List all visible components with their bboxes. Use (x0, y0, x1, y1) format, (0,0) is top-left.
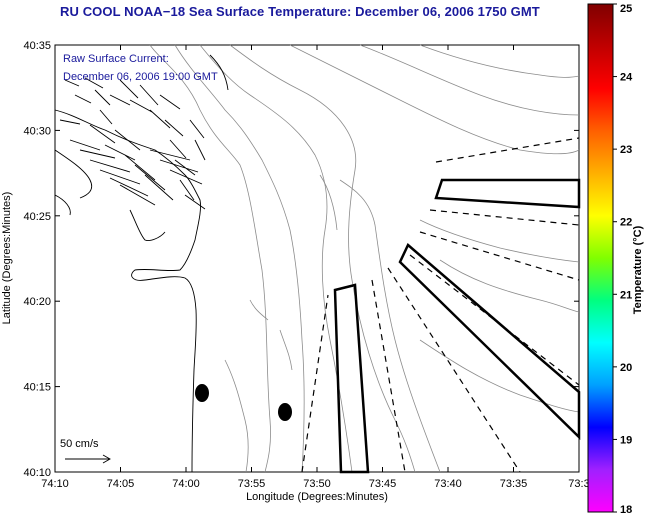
station-marker (195, 384, 209, 402)
y-tick-label: 40:35 (23, 40, 51, 52)
x-tick-label: 73:40 (434, 478, 462, 490)
y-tick-label: 40:25 (23, 211, 51, 223)
current-vectors (59, 77, 206, 210)
x-tick-label: 74:05 (107, 478, 135, 490)
colorbar (587, 3, 614, 513)
y-tick-label: 40:30 (23, 125, 51, 137)
colorbar-tick-label: 25 (620, 3, 632, 15)
station-markers (195, 384, 292, 421)
dashed-transects (301, 137, 580, 473)
x-axis-label: Longitude (Degrees:Minutes) (246, 491, 388, 503)
x-tick-label: 73:3 (568, 478, 589, 490)
x-tick-label: 73:55 (238, 478, 266, 490)
x-tick-label: 73:35 (500, 478, 528, 490)
y-axis: 40:35 40:30 40:25 40:20 40:15 40:10 (23, 40, 579, 479)
scale-label: 50 cm/s (60, 438, 99, 450)
colorbar-tick-label: 19 (620, 434, 632, 446)
x-tick-label: 73:45 (369, 478, 397, 490)
x-axis: 74:10 74:05 74:00 73:55 73:50 73:45 73:40 73:35… (41, 45, 590, 490)
x-tick-label: 73:50 (303, 478, 331, 490)
colorbar-tick-label: 24 (620, 72, 633, 84)
y-tick-label: 40:15 (23, 382, 51, 394)
x-tick-label: 74:00 (172, 478, 200, 490)
y-tick-label: 40:20 (23, 296, 51, 308)
y-tick-label: 40:10 (23, 467, 51, 479)
colorbar-ticks: 25 24 23 22 21 20 19 18 (613, 3, 633, 516)
survey-boxes (333, 178, 581, 474)
colorbar-label: Temperature (°C) (632, 225, 644, 314)
scale-reference: 50 cm/s (60, 438, 111, 464)
colorbar-tick-label: 22 (620, 217, 632, 229)
x-tick-label: 74:10 (41, 478, 69, 490)
annotation-line1: Raw Surface Current: (63, 53, 169, 65)
colorbar-tick-label: 20 (620, 362, 632, 374)
map-title: RU COOL NOAA−18 Sea Surface Temperature:… (60, 4, 540, 19)
box-south (333, 283, 370, 474)
bathymetry-contours (149, 44, 580, 473)
colorbar-tick-label: 18 (620, 504, 632, 516)
annotation-line2: December 06, 2006 19:00 GMT (63, 71, 218, 83)
station-marker (278, 403, 292, 421)
y-axis-label: Latitude (Degrees:Minutes) (1, 192, 13, 325)
plot-area (54, 44, 580, 473)
coastline (54, 54, 229, 473)
colorbar-tick-label: 23 (620, 144, 632, 156)
box-southeast (398, 242, 581, 440)
box-east (434, 178, 581, 209)
scale-arrow (65, 454, 111, 464)
colorbar-tick-label: 21 (620, 289, 632, 301)
